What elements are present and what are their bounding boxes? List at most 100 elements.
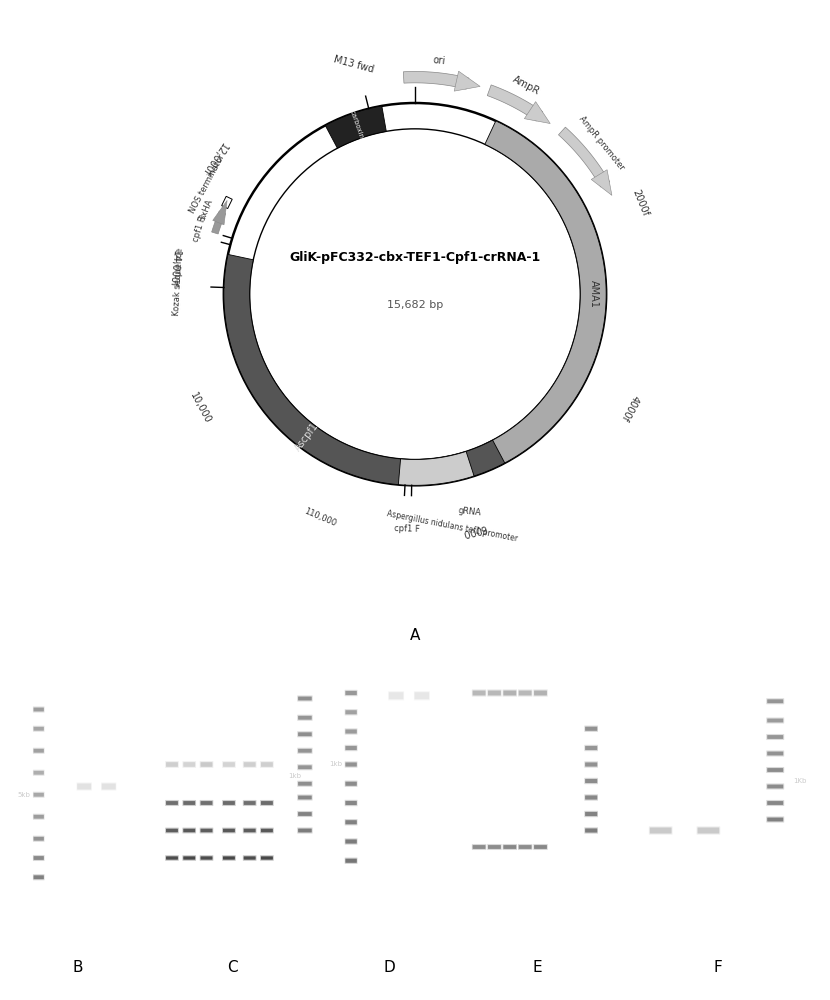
FancyBboxPatch shape <box>244 829 256 832</box>
FancyBboxPatch shape <box>585 746 598 750</box>
FancyBboxPatch shape <box>33 792 45 798</box>
Polygon shape <box>487 85 543 121</box>
FancyBboxPatch shape <box>345 839 357 844</box>
Polygon shape <box>222 196 232 209</box>
FancyBboxPatch shape <box>298 782 312 786</box>
FancyBboxPatch shape <box>33 874 45 880</box>
FancyBboxPatch shape <box>260 761 274 768</box>
FancyBboxPatch shape <box>243 828 256 833</box>
FancyBboxPatch shape <box>200 855 213 861</box>
FancyBboxPatch shape <box>260 855 274 861</box>
FancyBboxPatch shape <box>33 706 45 713</box>
FancyBboxPatch shape <box>345 801 357 805</box>
FancyBboxPatch shape <box>298 732 312 736</box>
FancyBboxPatch shape <box>33 727 44 731</box>
FancyBboxPatch shape <box>183 855 196 861</box>
FancyBboxPatch shape <box>261 856 273 860</box>
FancyBboxPatch shape <box>472 691 486 695</box>
FancyBboxPatch shape <box>297 764 313 770</box>
FancyBboxPatch shape <box>33 726 45 732</box>
Text: NOS terminator: NOS terminator <box>188 153 227 215</box>
FancyBboxPatch shape <box>183 761 196 768</box>
FancyBboxPatch shape <box>472 844 486 850</box>
FancyBboxPatch shape <box>519 691 531 695</box>
Text: GliK-pFC332-cbx-TEF1-Cpf1-crRNA-1: GliK-pFC332-cbx-TEF1-Cpf1-crRNA-1 <box>290 251 540 264</box>
Text: pgpdA1: pgpdA1 <box>166 672 195 681</box>
FancyBboxPatch shape <box>298 829 312 832</box>
Text: C: C <box>227 960 237 976</box>
FancyBboxPatch shape <box>414 692 429 699</box>
Text: pFC332: pFC332 <box>81 675 113 684</box>
FancyBboxPatch shape <box>584 745 598 751</box>
FancyBboxPatch shape <box>584 761 598 768</box>
FancyBboxPatch shape <box>102 783 115 790</box>
FancyBboxPatch shape <box>345 820 357 824</box>
FancyBboxPatch shape <box>344 800 358 806</box>
FancyBboxPatch shape <box>766 698 784 704</box>
FancyBboxPatch shape <box>345 859 357 863</box>
FancyBboxPatch shape <box>223 801 235 805</box>
Text: 10,000: 10,000 <box>188 391 213 425</box>
Text: carboxin: carboxin <box>349 109 364 140</box>
FancyBboxPatch shape <box>766 750 784 757</box>
FancyBboxPatch shape <box>534 844 548 850</box>
Text: M: M <box>588 675 595 684</box>
FancyBboxPatch shape <box>584 726 598 732</box>
Polygon shape <box>485 121 606 467</box>
Text: 3xHA: 3xHA <box>198 198 215 222</box>
FancyBboxPatch shape <box>33 793 44 797</box>
FancyBboxPatch shape <box>487 844 501 850</box>
FancyBboxPatch shape <box>503 691 516 695</box>
FancyBboxPatch shape <box>345 729 357 734</box>
FancyBboxPatch shape <box>260 800 274 806</box>
Text: B: B <box>73 960 83 976</box>
FancyBboxPatch shape <box>166 856 178 860</box>
FancyBboxPatch shape <box>345 710 357 714</box>
FancyBboxPatch shape <box>200 761 213 768</box>
FancyBboxPatch shape <box>488 845 500 849</box>
Text: AmpR promoter: AmpR promoter <box>577 114 627 172</box>
FancyBboxPatch shape <box>298 749 312 753</box>
FancyBboxPatch shape <box>345 746 357 750</box>
FancyBboxPatch shape <box>200 828 213 833</box>
FancyBboxPatch shape <box>297 827 313 834</box>
FancyBboxPatch shape <box>223 856 235 860</box>
FancyBboxPatch shape <box>222 855 236 861</box>
FancyBboxPatch shape <box>534 691 547 695</box>
Text: 1kb: 1kb <box>330 762 342 768</box>
FancyBboxPatch shape <box>166 762 178 767</box>
FancyBboxPatch shape <box>697 827 720 834</box>
Text: A: A <box>410 628 420 643</box>
FancyBboxPatch shape <box>344 838 358 845</box>
FancyBboxPatch shape <box>183 800 196 806</box>
FancyBboxPatch shape <box>585 762 598 767</box>
FancyBboxPatch shape <box>166 801 178 805</box>
FancyBboxPatch shape <box>344 709 358 715</box>
FancyBboxPatch shape <box>261 801 273 805</box>
FancyBboxPatch shape <box>298 697 312 700</box>
FancyBboxPatch shape <box>297 731 313 737</box>
FancyBboxPatch shape <box>344 819 358 825</box>
Text: M: M <box>35 675 42 684</box>
Text: 14,000f: 14,000f <box>167 250 180 288</box>
Text: M: M <box>772 675 779 684</box>
FancyBboxPatch shape <box>33 855 45 861</box>
FancyBboxPatch shape <box>201 762 212 767</box>
Text: D: D <box>383 960 396 976</box>
Text: Kozak sequence: Kozak sequence <box>173 248 185 316</box>
FancyBboxPatch shape <box>519 845 531 849</box>
FancyBboxPatch shape <box>414 691 430 700</box>
Text: E: E <box>533 960 542 976</box>
FancyBboxPatch shape <box>584 778 598 784</box>
FancyBboxPatch shape <box>388 691 404 700</box>
Text: 2000f: 2000f <box>630 188 650 218</box>
FancyBboxPatch shape <box>244 801 256 805</box>
Text: 6000: 6000 <box>461 522 487 538</box>
Text: Ascpf1: Ascpf1 <box>293 421 321 453</box>
FancyBboxPatch shape <box>33 837 44 841</box>
FancyBboxPatch shape <box>585 779 598 783</box>
FancyBboxPatch shape <box>534 689 548 697</box>
Polygon shape <box>325 106 386 148</box>
FancyBboxPatch shape <box>183 829 195 832</box>
FancyBboxPatch shape <box>344 858 358 864</box>
